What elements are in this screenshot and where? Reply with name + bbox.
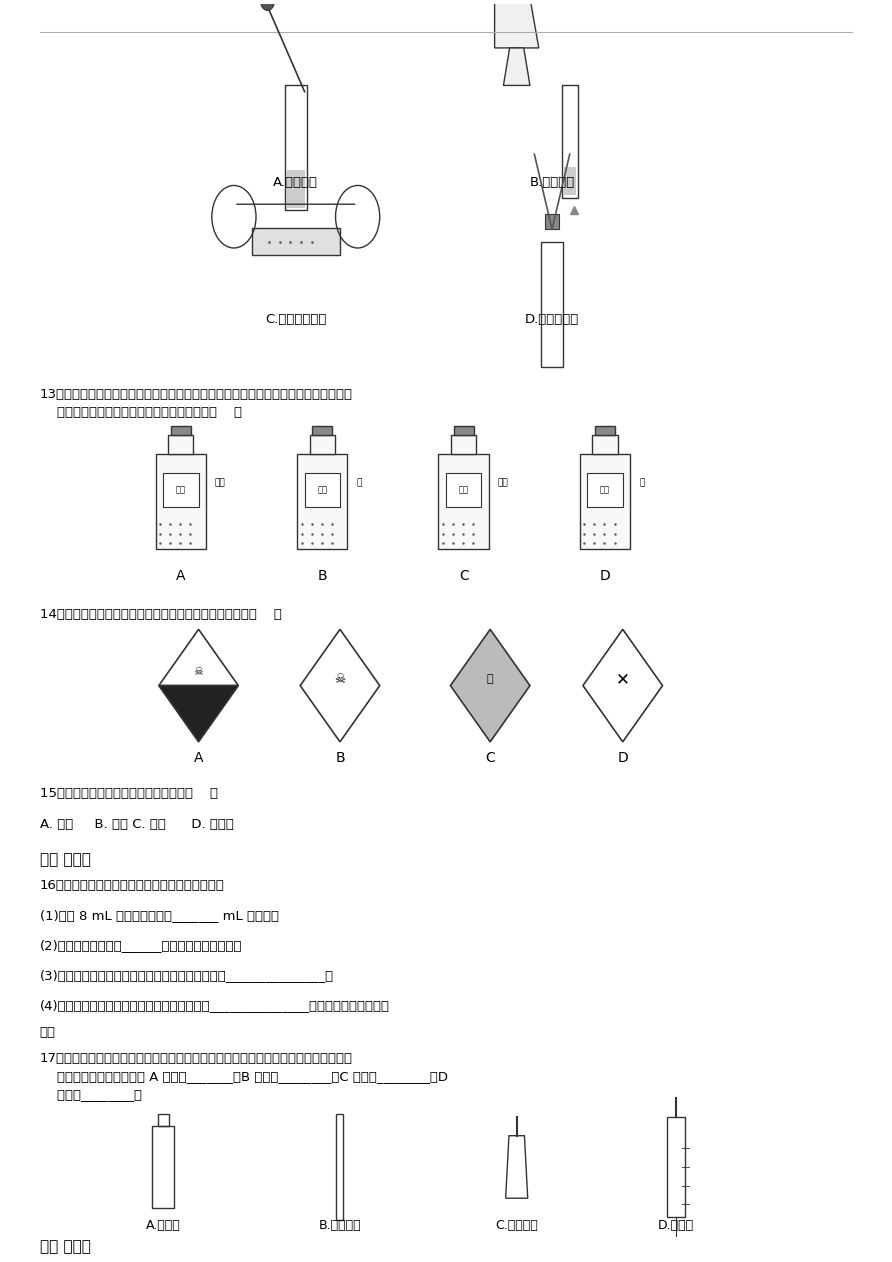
- Text: B: B: [318, 569, 327, 583]
- Text: A. 试管     B. 量筒 C. 烧杯      D. 锥形瓶: A. 试管 B. 量筒 C. 烧杯 D. 锥形瓶: [39, 818, 234, 832]
- Text: ✕: ✕: [615, 670, 630, 688]
- Circle shape: [260, 0, 275, 10]
- Bar: [171, 425, 191, 435]
- Text: 🔥: 🔥: [487, 674, 493, 684]
- Text: 入。: 入。: [39, 1026, 55, 1039]
- Text: 水: 水: [356, 478, 361, 487]
- Bar: [312, 425, 333, 435]
- Text: 白磷: 白磷: [458, 486, 468, 495]
- Text: A: A: [194, 751, 203, 765]
- Bar: [545, 215, 559, 230]
- Bar: [451, 435, 476, 454]
- Text: A.滴加液体: A.滴加液体: [273, 177, 318, 189]
- Bar: [305, 473, 340, 506]
- Text: ☠: ☠: [194, 666, 203, 676]
- Polygon shape: [450, 630, 530, 742]
- Bar: [297, 454, 348, 549]
- Bar: [286, 170, 305, 208]
- Text: (3)实验室用烧瓶制取蒸馏水时，烧瓶的底部应垫放_______________。: (3)实验室用烧瓶制取蒸馏水时，烧瓶的底部应垫放_______________。: [39, 969, 334, 982]
- Bar: [667, 1117, 684, 1217]
- Polygon shape: [503, 48, 530, 86]
- Text: (2)胶头滴管用过后应______，再去吸取其他药品。: (2)胶头滴管用过后应______，再去吸取其他药品。: [39, 939, 242, 953]
- Text: B.倾倒液体: B.倾倒液体: [530, 177, 574, 189]
- Text: 白磷: 白磷: [318, 486, 327, 495]
- Bar: [588, 473, 623, 506]
- Bar: [439, 454, 489, 549]
- Text: 16．规范的实验操作是实验成功的前提，请回答：: 16．规范的实验操作是实验成功的前提，请回答：: [39, 880, 225, 892]
- Text: ☠: ☠: [334, 673, 345, 685]
- Bar: [580, 454, 631, 549]
- Bar: [252, 228, 340, 255]
- Text: D.注射器: D.注射器: [657, 1219, 694, 1232]
- Text: 13．化学实验室对药品存放有一定的要求。已知白磷是一种难溶于水、易燃烧的白色块
    状固体，下图所示白磷的存放符合要求的是（    ）: 13．化学实验室对药品存放有一定的要求。已知白磷是一种难溶于水、易燃烧的白色块 …: [39, 387, 352, 419]
- Bar: [446, 473, 482, 506]
- Text: 17．小明学习化学的兴趣非常高，经常在家中做些小实验。他经常用如图所列物品来代
    替化学实验仪器。你认为 A 可代替_______，B 可代替______: 17．小明学习化学的兴趣非常高，经常在家中做些小实验。他经常用如图所列物品来代 …: [39, 1053, 448, 1100]
- Bar: [285, 86, 307, 211]
- Text: C.加粉末状药品: C.加粉末状药品: [265, 313, 326, 326]
- Bar: [153, 1127, 174, 1208]
- Polygon shape: [494, 0, 539, 48]
- Text: D: D: [617, 751, 628, 765]
- Text: B.饮料吸管: B.饮料吸管: [318, 1219, 361, 1232]
- Bar: [169, 435, 194, 454]
- Text: (1)量取 8 mL 稀硫酸，应选用_______ mL 的量筒。: (1)量取 8 mL 稀硫酸，应选用_______ mL 的量筒。: [39, 910, 278, 923]
- Bar: [562, 86, 578, 198]
- Text: 细沙: 细沙: [215, 478, 226, 487]
- Bar: [163, 473, 199, 506]
- Bar: [310, 435, 334, 454]
- Text: 水: 水: [639, 478, 644, 487]
- Bar: [158, 1114, 169, 1127]
- Bar: [595, 425, 615, 435]
- Text: 三、 实验题: 三、 实验题: [39, 1239, 90, 1254]
- Text: C: C: [485, 751, 495, 765]
- Text: 白磷: 白磷: [176, 486, 186, 495]
- Bar: [156, 454, 206, 549]
- Text: A: A: [176, 569, 186, 583]
- Text: (4)玻璃管插入带孔橡皮塞，先把玻璃管的一端_______________，然后稍稍用力转动插: (4)玻璃管插入带孔橡皮塞，先把玻璃管的一端_______________，然后…: [39, 1000, 390, 1012]
- Text: C.眼药水瓶: C.眼药水瓶: [495, 1219, 538, 1232]
- Text: D: D: [599, 569, 610, 583]
- Text: B: B: [335, 751, 345, 765]
- Text: 二、 填空题: 二、 填空题: [39, 852, 90, 867]
- Text: 空气: 空气: [498, 478, 508, 487]
- Text: 14．盛放酒精的试剂瓶的标签上应印有下列警示标记中的（    ）: 14．盛放酒精的试剂瓶的标签上应印有下列警示标记中的（ ）: [39, 608, 281, 621]
- Polygon shape: [159, 685, 238, 742]
- Bar: [336, 1114, 343, 1220]
- Bar: [454, 425, 474, 435]
- Text: C: C: [458, 569, 468, 583]
- Bar: [564, 168, 576, 196]
- Text: 白磷: 白磷: [600, 486, 610, 495]
- Text: 15．实验室中不能被加热的玻璃仪器是（    ）: 15．实验室中不能被加热的玻璃仪器是（ ）: [39, 787, 218, 800]
- Text: A.针剂瓶: A.针剂瓶: [146, 1219, 180, 1232]
- Bar: [541, 242, 563, 367]
- Text: D.加块状药品: D.加块状药品: [524, 313, 579, 326]
- Bar: [592, 435, 617, 454]
